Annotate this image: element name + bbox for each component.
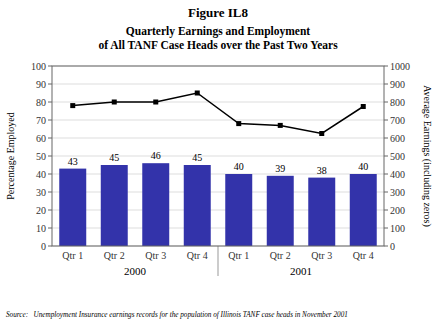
- y-tick: [48, 192, 52, 193]
- data-label: 38: [317, 165, 327, 176]
- y2-tick-label: 900: [390, 79, 405, 90]
- y-tick-label: 50: [36, 151, 46, 162]
- x-tick-label: Qtr 3: [145, 250, 166, 261]
- y2-tick-label: 500: [390, 151, 405, 162]
- y2-tick-label: 700: [390, 115, 405, 126]
- y-tick: [48, 102, 52, 103]
- y2-tick-label: 400: [390, 169, 405, 180]
- title: Figure IL8: [188, 5, 249, 20]
- x-tick-label: Qtr 1: [62, 250, 83, 261]
- y-tick-label: 20: [36, 205, 46, 216]
- y2-tick: [384, 84, 388, 85]
- marker: [236, 121, 241, 126]
- y-tick-label: 10: [36, 223, 46, 234]
- y-tick-label: 100: [31, 61, 46, 72]
- grid-line: [52, 156, 384, 157]
- bar: [59, 169, 86, 246]
- y-tick-label: 30: [36, 187, 46, 198]
- y2-tick: [384, 120, 388, 121]
- plot-data: [59, 91, 376, 247]
- data-label: 45: [192, 152, 202, 163]
- y2-tick: [384, 228, 388, 229]
- bar: [184, 165, 211, 246]
- data-label: 45: [109, 152, 119, 163]
- y2-tick: [384, 192, 388, 193]
- line: [73, 93, 364, 134]
- y2-tick: [384, 246, 388, 247]
- data-label: 40: [234, 161, 244, 172]
- axes: 0102030405060708090100010020030040050060…: [31, 61, 410, 252]
- subtitle: of All TANF Case Heads over the Past Two…: [98, 39, 338, 51]
- y2-tick: [384, 102, 388, 103]
- x-tick-label: Qtr 3: [311, 250, 332, 261]
- data-label: 43: [68, 156, 78, 167]
- grid-line: [52, 120, 384, 121]
- y2-tick: [384, 174, 388, 175]
- grid-line: [52, 84, 384, 85]
- y-tick: [48, 66, 52, 67]
- y-tick-label: 90: [36, 79, 46, 90]
- y2-tick-label: 800: [390, 97, 405, 108]
- y-tick: [48, 228, 52, 229]
- marker: [70, 103, 75, 108]
- x-tick-label: Qtr 2: [104, 250, 125, 261]
- marker: [195, 91, 200, 96]
- y2-tick: [384, 66, 388, 67]
- grid-line: [52, 138, 384, 139]
- group-label: 2001: [290, 265, 312, 277]
- data-label: 39: [275, 163, 285, 174]
- y-tick-label: 0: [41, 241, 46, 252]
- y-tick: [48, 210, 52, 211]
- subtitle: Quarterly Earnings and Employment: [126, 25, 311, 38]
- y-tick: [48, 84, 52, 85]
- bar: [308, 178, 335, 246]
- marker: [361, 104, 366, 109]
- bar: [142, 163, 169, 246]
- y2-tick-label: 0: [390, 241, 395, 252]
- y2-tick-label: 600: [390, 133, 405, 144]
- y-tick: [48, 120, 52, 121]
- x-tick-label: Qtr 4: [353, 250, 374, 261]
- y-tick: [48, 138, 52, 139]
- marker: [112, 100, 117, 105]
- data-labels: 43 45 46 45 40 39 38 40: [68, 150, 369, 175]
- y-tick: [48, 156, 52, 157]
- y-axis-label: Percentage Employed: [5, 112, 16, 199]
- background: [0, 0, 436, 325]
- group-label: 2000: [124, 265, 147, 277]
- marker: [278, 123, 283, 128]
- plot-frame: [52, 66, 384, 246]
- y2-tick: [384, 138, 388, 139]
- y2-tick: [384, 210, 388, 211]
- chart: Figure IL8 Quarterly Earnings and Employm…: [0, 0, 436, 325]
- y-tick: [48, 174, 52, 175]
- x-tick-label: Qtr 2: [270, 250, 291, 261]
- x-tick-label: Qtr 4: [187, 250, 208, 261]
- marker: [153, 100, 158, 105]
- y-tick-label: 40: [36, 169, 46, 180]
- data-label: 40: [358, 161, 368, 172]
- marker: [319, 131, 324, 136]
- y-tick-label: 70: [36, 115, 46, 126]
- y2-tick-label: 300: [390, 187, 405, 198]
- y-tick-label: 80: [36, 97, 46, 108]
- bar: [101, 165, 128, 246]
- y-tick-label: 60: [36, 133, 46, 144]
- source: Source: Unemployment Insurance earnings …: [6, 311, 348, 319]
- y2-tick-label: 200: [390, 205, 405, 216]
- x-tick-label: Qtr 1: [228, 250, 249, 261]
- y2-tick-label: 100: [390, 223, 405, 234]
- y-tick: [48, 246, 52, 247]
- bar: [267, 176, 294, 246]
- y2-tick: [384, 156, 388, 157]
- data-label: 46: [151, 150, 161, 161]
- bar: [225, 174, 252, 246]
- y2-axis-label: Average Earnings (including zeros): [421, 85, 433, 227]
- group-separator: [218, 246, 219, 276]
- bar: [350, 174, 377, 246]
- y2-tick-label: 1000: [390, 61, 410, 72]
